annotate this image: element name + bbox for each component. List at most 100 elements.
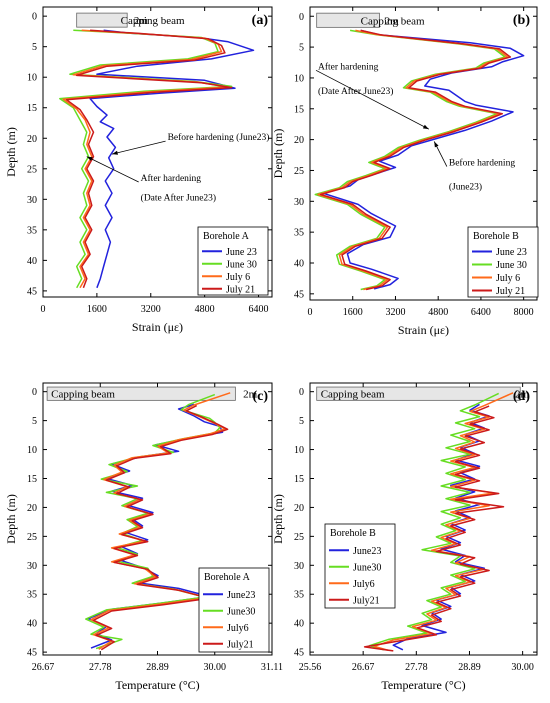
x-axis-title: Strain (με) — [132, 320, 183, 334]
legend-entry: June 30 — [226, 259, 257, 270]
plot-frame — [309, 6, 538, 301]
panel-c: Capping beam 2m 26.67 27.78 28.89 30.00 31.11 0… — [4, 382, 283, 692]
capping-depth-label: 2m — [243, 389, 258, 401]
legend-title: Borehole A — [204, 572, 251, 583]
y-tick-label: 15 — [294, 104, 304, 115]
capping-beam-box — [76, 12, 128, 28]
y-tick-label: 30 — [294, 561, 304, 572]
capping-beam-label: Capping beam — [321, 389, 385, 401]
x-tick-label: 6400 — [471, 307, 491, 318]
y-tick-label: 10 — [294, 445, 304, 456]
series-line-june-23 — [322, 29, 525, 290]
y-tick-label: 20 — [294, 503, 304, 514]
y-tick-label: 30 — [27, 195, 37, 206]
y-tick-label: 35 — [27, 225, 37, 236]
y-tick-label: 25 — [27, 532, 37, 543]
x-tick-label: 4800 — [195, 304, 215, 315]
y-tick-label: 35 — [294, 228, 304, 239]
y-tick-label: 5 — [299, 43, 304, 54]
series-line-june-30 — [59, 29, 233, 289]
series-line-july-6 — [317, 29, 509, 291]
y-tick-label: 0 — [299, 12, 304, 23]
y-tick-label: 45 — [294, 289, 304, 300]
legend-entry: July6 — [227, 623, 249, 634]
y-tick-label: 15 — [27, 474, 37, 485]
legend-entry: July6 — [353, 579, 375, 590]
x-tick-label: 6400 — [249, 304, 269, 315]
annotation-text: (Date After June23) — [141, 193, 216, 204]
y-tick-label: 40 — [294, 258, 304, 269]
series-line-july-21 — [319, 29, 512, 291]
annotation-arrowhead — [434, 141, 439, 148]
annotation-arrowhead — [422, 124, 429, 130]
y-tick-label: 0 — [299, 387, 304, 398]
annotation-text: (June23) — [449, 182, 482, 193]
y-tick-label: 10 — [27, 73, 37, 84]
x-tick-label: 30.00 — [511, 662, 534, 673]
annotation-text: Before hardening — [449, 158, 515, 169]
capping-depth-label: 2m — [385, 15, 400, 27]
x-tick-label: 1600 — [87, 304, 107, 315]
annotation-text: (Date After June23) — [318, 86, 393, 97]
legend-box — [198, 567, 270, 653]
x-tick-label: 28.89 — [458, 662, 481, 673]
y-axis-title: Depth (m) — [271, 129, 285, 179]
y-tick-label: 15 — [27, 103, 37, 114]
plot-frame — [309, 382, 538, 656]
y-tick-label: 30 — [27, 561, 37, 572]
y-tick-label: 5 — [32, 416, 37, 427]
x-tick-label: 25.56 — [299, 662, 322, 673]
capping-beam-box — [316, 386, 521, 401]
y-tick-label: 10 — [294, 73, 304, 84]
legend-title: Borehole B — [330, 528, 376, 539]
legend-entry: June 23 — [496, 247, 527, 258]
x-tick-label: 1600 — [343, 307, 363, 318]
legend-title: Borehole B — [473, 231, 519, 242]
legend-box — [197, 226, 269, 296]
series-line-july21 — [92, 404, 229, 651]
series-line-june30 — [368, 392, 500, 651]
y-tick-label: 45 — [294, 648, 304, 659]
capping-beam-label: Capping beam — [51, 389, 115, 401]
y-axis-title: Depth (m) — [4, 494, 18, 544]
x-tick-label: 27.78 — [405, 662, 428, 673]
y-tick-label: 20 — [27, 503, 37, 514]
x-axis-title: Strain (με) — [398, 323, 449, 337]
y-tick-label: 45 — [27, 286, 37, 297]
x-tick-label: 8000 — [514, 307, 534, 318]
legend-entry: July 6 — [496, 273, 520, 284]
legend-entry: July21 — [353, 595, 380, 606]
panel-letter: (a) — [252, 13, 269, 28]
annotation-text: Before hardening (June23) — [168, 132, 270, 143]
y-tick-label: 40 — [27, 256, 37, 267]
legend-entry: July21 — [227, 639, 254, 650]
legend-entry: June23 — [353, 546, 381, 557]
legend-entry: June 23 — [226, 247, 257, 258]
legend: Borehole A June23 June30 July6 July21 — [198, 567, 270, 653]
annotation-arrow — [111, 140, 166, 155]
annotation-arrowhead — [86, 156, 93, 161]
legend: Borehole B June23 June30 July6 July21 — [324, 523, 396, 609]
y-tick-label: 10 — [27, 445, 37, 456]
series-line-june-23 — [89, 29, 255, 289]
y-tick-label: 30 — [294, 197, 304, 208]
y-tick-label: 15 — [294, 474, 304, 485]
y-tick-label: 25 — [27, 164, 37, 175]
y-axis-title: Depth (m) — [4, 127, 18, 177]
y-axis-title: Depth (m) — [271, 494, 285, 544]
x-tick-label: 0 — [41, 304, 46, 315]
panel-letter: (b) — [513, 13, 530, 28]
annotation-text: After hardening — [141, 173, 202, 184]
legend-entry: July 6 — [226, 272, 250, 283]
plot-frame — [42, 6, 273, 298]
legend-title: Borehole A — [203, 231, 250, 242]
panel-letter: (d) — [513, 389, 530, 404]
x-tick-label: 31.11 — [261, 662, 283, 673]
annotation-text: After hardening — [318, 61, 379, 72]
y-tick-label: 20 — [27, 134, 37, 145]
legend-entry: June23 — [227, 590, 255, 601]
